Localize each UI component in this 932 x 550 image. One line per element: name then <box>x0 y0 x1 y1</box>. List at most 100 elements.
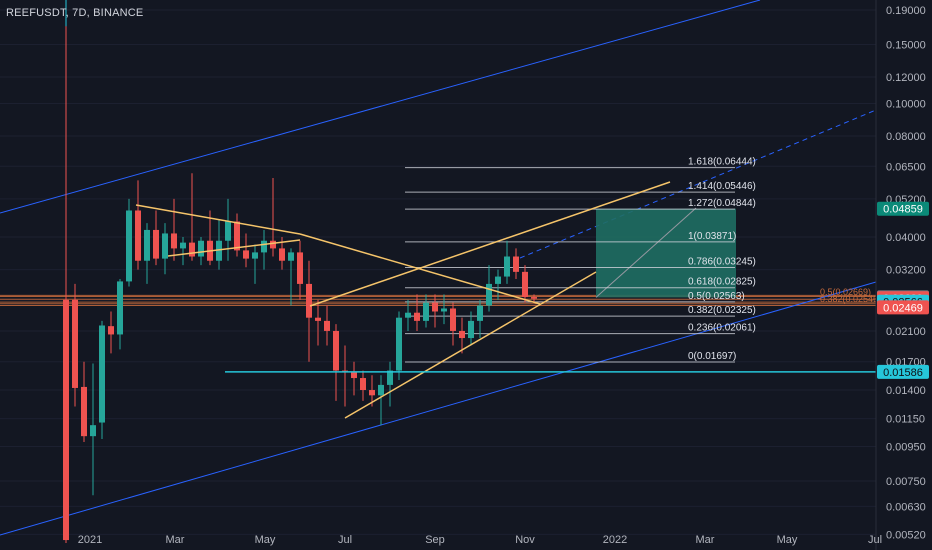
fibonacci-extension[interactable]: 1.618(0.06444) 1.414(0.05446) 1.272(0.0484… <box>405 157 881 363</box>
time-tick-label: Jul <box>338 534 352 546</box>
candle-body <box>522 271 528 298</box>
candle-body <box>333 330 339 371</box>
candle-body <box>99 325 105 423</box>
price-tick-label: 0.02100 <box>886 326 926 338</box>
candle-body <box>306 283 312 318</box>
candle-body <box>279 248 285 261</box>
price-tick-label: 0.19000 <box>886 5 926 17</box>
candle-body <box>126 210 132 282</box>
symbol-title: REEFUSDT, 7D, BINANCE <box>6 7 144 19</box>
price-tick-label: 0.00520 <box>886 529 926 541</box>
fib-level-label: 1.414(0.05446) <box>688 181 756 192</box>
price-tick-label: 0.15000 <box>886 39 926 51</box>
candle-body <box>288 252 294 261</box>
candle-body <box>315 317 321 321</box>
candle-body <box>63 299 69 541</box>
price-badge-bg <box>877 364 929 379</box>
candle-body <box>117 281 123 335</box>
secondary-fib-label: 0.5(0.02669) <box>820 287 871 297</box>
channel-upper-line <box>0 0 761 214</box>
candle-body <box>396 317 402 371</box>
candle-body <box>189 242 195 257</box>
fib-level-label: 0.786(0.03245) <box>688 257 756 268</box>
time-axis[interactable]: 2021 Mar May Jul Sep Nov 2022 Mar May Jul <box>78 534 882 546</box>
pattern-trendline <box>299 233 541 305</box>
fib-level-label: 0.236(0.02061) <box>688 323 756 334</box>
candle-body <box>144 229 150 261</box>
time-tick-label: Jul <box>868 534 882 546</box>
candle-body <box>324 320 330 331</box>
candle-body <box>369 390 375 396</box>
candle-body <box>387 370 393 385</box>
candle-body <box>243 250 249 259</box>
fib-level-label: 1.272(0.04844) <box>688 198 756 209</box>
time-tick-label: 2022 <box>603 534 627 546</box>
channel-mid-dashed-line <box>519 109 877 259</box>
candle-body <box>351 372 357 379</box>
price-tick-label: 0.04000 <box>886 232 926 244</box>
price-badge-label: 0.01586 <box>883 367 923 379</box>
candle-body <box>477 305 483 321</box>
candle-body <box>198 240 204 257</box>
candle-body <box>432 302 438 312</box>
candle-body <box>360 378 366 391</box>
price-badge-bg <box>877 300 929 315</box>
candle-body <box>405 312 411 318</box>
target-projection-line <box>595 207 697 298</box>
candle-body <box>423 302 429 321</box>
price-tick-label: 0.01150 <box>886 414 925 426</box>
time-tick-label: May <box>255 534 276 546</box>
candle-body <box>414 312 420 321</box>
candle-body <box>225 221 231 241</box>
candle-body <box>261 240 267 253</box>
price-tick-label: 0.08000 <box>886 131 926 143</box>
fib-level-label: 0.5(0.02563) <box>688 291 745 302</box>
candle-body <box>297 252 303 284</box>
time-tick-label: Mar <box>696 534 715 546</box>
price-tick-label: 0.10000 <box>886 99 926 111</box>
pattern-trendline <box>344 271 597 419</box>
candle-body <box>216 240 222 261</box>
price-badge-label: 0.02469 <box>883 302 923 314</box>
price-axis-panel[interactable] <box>876 0 932 550</box>
time-tick-label: 2021 <box>78 534 102 546</box>
candle-body <box>180 242 186 249</box>
fib-level-label: 0(0.01697) <box>688 351 736 362</box>
candle-body <box>468 320 474 339</box>
time-tick-label: Nov <box>515 534 535 546</box>
fib-level-label: 0.382(0.02325) <box>688 305 756 316</box>
fib-level-label: 1(0.03871) <box>688 231 736 242</box>
time-tick-label: May <box>777 534 798 546</box>
candle-body <box>450 308 456 331</box>
time-tick-label: Sep <box>425 534 445 546</box>
price-tick-label: 0.06500 <box>886 161 926 173</box>
price-badges: 0.048590.026430.026290.025660.024690.015… <box>877 201 929 379</box>
price-tick-label: 0.03200 <box>886 265 926 277</box>
candle-body <box>162 233 168 259</box>
candle-body <box>135 210 141 261</box>
candle-body <box>108 326 114 335</box>
price-tick-label: 0.12000 <box>886 72 926 84</box>
target-zone <box>595 207 736 298</box>
secondary-fib-label: 0.382(0.02546) <box>820 294 881 304</box>
candle-body <box>441 308 447 312</box>
fib-level-label: 0.618(0.02825) <box>688 277 756 288</box>
candle-body <box>234 221 240 251</box>
candle-body <box>90 425 96 437</box>
pattern-trendline <box>135 204 301 235</box>
price-tick-label: 0.00950 <box>886 442 926 454</box>
channel-lower-line <box>0 281 877 536</box>
candle-body <box>81 386 87 437</box>
pattern-trendlines[interactable] <box>135 181 671 419</box>
candle-body <box>495 276 501 284</box>
candle-body <box>72 299 78 388</box>
price-tick-label: 0.00750 <box>886 476 926 488</box>
pattern-trendline <box>167 239 301 257</box>
time-tick-label: Mar <box>166 534 185 546</box>
candle-body <box>486 283 492 306</box>
candle-body <box>504 256 510 277</box>
candle-body <box>252 252 258 259</box>
candle-body <box>270 240 276 249</box>
candlestick-series <box>63 26 537 543</box>
